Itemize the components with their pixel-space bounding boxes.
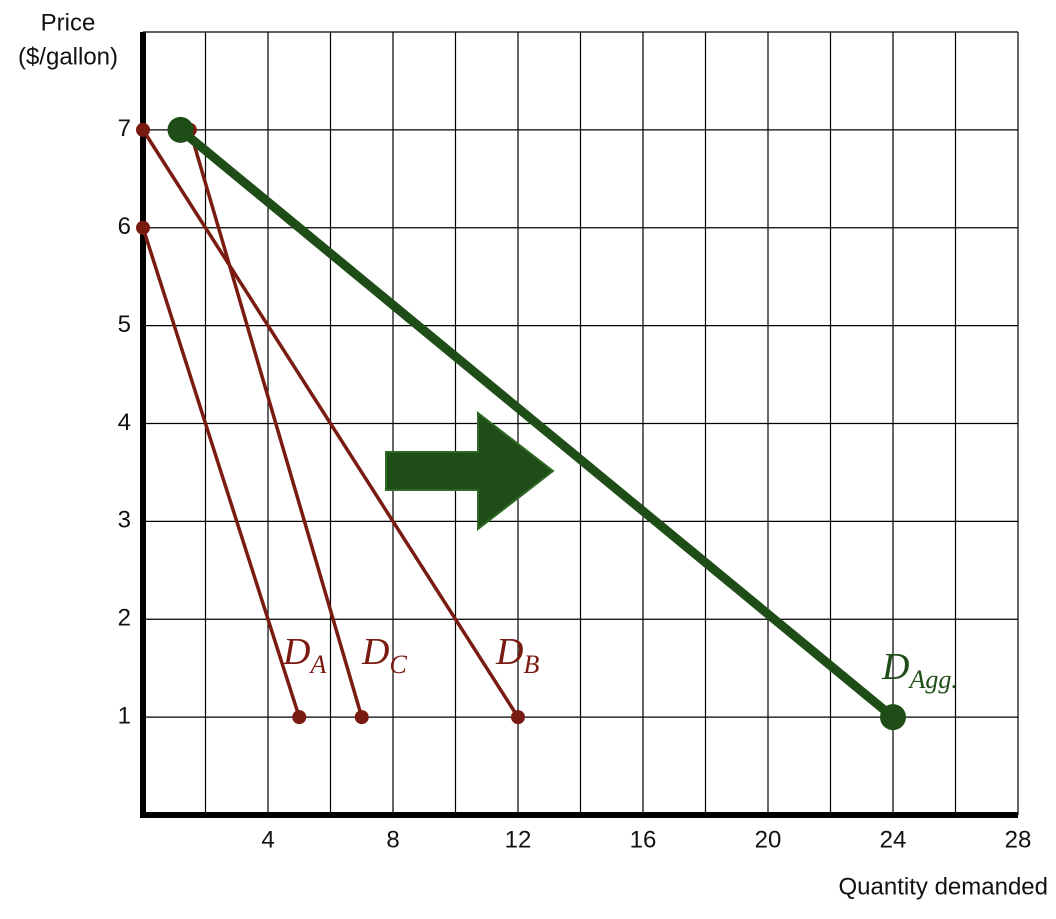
y-tick-label: 2 bbox=[118, 605, 131, 632]
y-axis-title: Price bbox=[41, 9, 96, 36]
y-tick-label: 7 bbox=[118, 115, 131, 142]
data-point bbox=[136, 122, 150, 137]
data-point bbox=[354, 710, 369, 725]
demand-line bbox=[141, 128, 520, 719]
series-name: D bbox=[495, 631, 523, 673]
series-name: D bbox=[361, 631, 389, 673]
y-tick-label: 1 bbox=[118, 702, 131, 729]
series-label: DC bbox=[361, 631, 407, 679]
data-point bbox=[292, 710, 307, 725]
series-label: DB bbox=[495, 631, 539, 679]
x-axis-title: Quantity demanded bbox=[839, 873, 1048, 900]
data-point bbox=[511, 710, 525, 725]
x-tick-label: 24 bbox=[880, 826, 907, 853]
series-name: D bbox=[282, 631, 310, 673]
demand-line bbox=[177, 126, 896, 721]
series-subscript: A bbox=[308, 650, 326, 679]
data-point bbox=[167, 116, 194, 143]
demand-line bbox=[188, 129, 364, 718]
y-tick-label: 3 bbox=[118, 507, 131, 534]
x-tick-label: 8 bbox=[386, 826, 399, 853]
series-label: DA bbox=[282, 631, 326, 679]
x-tick-label: 16 bbox=[630, 826, 657, 853]
data-point bbox=[880, 704, 906, 731]
y-tick-label: 4 bbox=[118, 409, 131, 436]
demand-line bbox=[141, 227, 301, 718]
series-name: D bbox=[881, 646, 909, 688]
shift-arrow bbox=[385, 410, 555, 532]
x-tick-label: 4 bbox=[261, 826, 274, 853]
series-label: DAgg. bbox=[881, 646, 958, 694]
x-tick-label: 12 bbox=[505, 826, 532, 853]
x-tick-label: 28 bbox=[1005, 826, 1032, 853]
data-point bbox=[136, 220, 150, 235]
y-axis-title: ($/gallon) bbox=[18, 43, 118, 70]
y-tick-label: 5 bbox=[118, 311, 131, 338]
x-tick-label: 20 bbox=[755, 826, 782, 853]
series-subscript: C bbox=[389, 650, 407, 679]
series-subscript: B bbox=[523, 650, 539, 679]
y-tick-label: 6 bbox=[118, 213, 131, 240]
series-subscript: Agg. bbox=[907, 665, 957, 694]
